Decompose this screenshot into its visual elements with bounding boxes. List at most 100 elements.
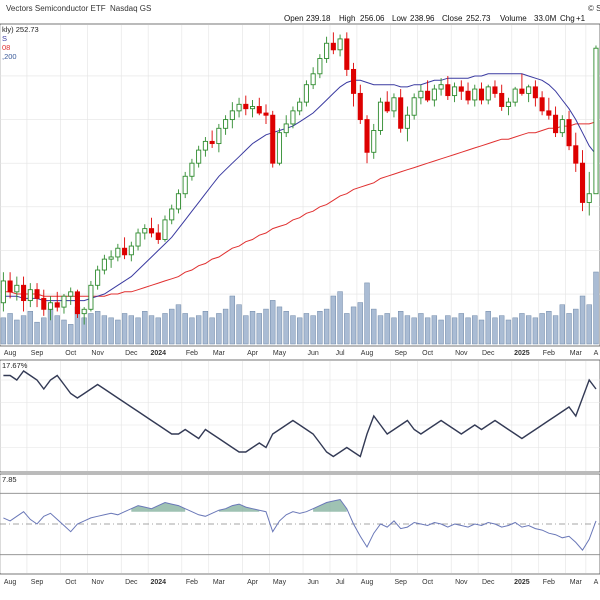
x-axis-label: Sep (394, 350, 407, 357)
open-value: 239.18 (306, 14, 331, 23)
candlestick (54, 291, 60, 312)
candle-body (256, 106, 262, 114)
candlestick (452, 82, 458, 103)
x-axis-label: Feb (186, 350, 198, 357)
candlestick (27, 283, 33, 308)
candle-body (216, 127, 222, 145)
volume-bar (0, 317, 7, 345)
candle-body (593, 47, 599, 195)
candlestick (270, 110, 276, 168)
candle-body (21, 284, 27, 302)
volume-bar (391, 317, 397, 345)
candle-body (47, 302, 54, 310)
candle-body (175, 193, 181, 210)
candle-body (546, 110, 552, 116)
candlestick (41, 289, 47, 316)
price-panel-frame (0, 23, 600, 347)
candlestick (236, 97, 242, 118)
candle-body (81, 308, 87, 315)
volume-bar (189, 317, 195, 345)
x-axis-label: Oct (422, 350, 433, 357)
candle-body (337, 38, 343, 51)
candle-body (182, 175, 188, 195)
x-axis-label: Jul (336, 579, 345, 586)
volume-bar (34, 321, 40, 345)
candlestick (512, 86, 518, 107)
volume-bar (175, 304, 182, 345)
x-axis-label: May (273, 579, 287, 586)
volume-bar (155, 317, 161, 345)
candlestick (128, 241, 134, 262)
volume-bar (101, 315, 108, 345)
x-axis-label: 2025 (514, 579, 530, 586)
candlestick (579, 150, 586, 212)
candlestick (263, 104, 269, 124)
candle-body (236, 103, 242, 112)
candlestick (216, 123, 222, 153)
chg-label: Chg (560, 14, 575, 23)
candlestick (344, 32, 350, 76)
candle-body (573, 145, 579, 164)
candlestick (68, 287, 74, 305)
volume-bar (108, 317, 114, 345)
candlestick (175, 189, 181, 214)
x-axis-label: Feb (543, 579, 555, 586)
candle-body (438, 84, 444, 90)
volume-bar (532, 317, 539, 345)
candlestick (425, 80, 431, 103)
candlestick (256, 97, 262, 116)
price-gridlines (0, 25, 600, 345)
candle-body (559, 119, 565, 134)
volume-bar (7, 313, 13, 345)
candlestick (297, 97, 303, 116)
candle-body (27, 289, 33, 302)
high-label: High (339, 14, 355, 23)
volume-bar (371, 308, 377, 345)
candle-body (135, 232, 141, 247)
candle-body (209, 140, 215, 145)
candle-body (357, 92, 363, 121)
candlestick (229, 102, 235, 129)
candlestick (593, 45, 599, 195)
candle-body (492, 86, 498, 94)
candle-body (108, 256, 114, 260)
candle-body (276, 132, 283, 164)
volume-bar (249, 311, 256, 345)
volume-bar (519, 313, 525, 345)
volume-bar (61, 319, 67, 345)
volume-bar (404, 315, 411, 345)
candle-body (472, 88, 478, 101)
candle-body (68, 291, 74, 297)
candlestick (95, 265, 101, 290)
volume-bar (20, 315, 27, 345)
volume-bar (512, 317, 518, 345)
volume-bar (451, 317, 458, 345)
candlestick (47, 296, 54, 321)
chart-header: Vectors Semiconductor ETF Nasdaq GS © S … (6, 4, 600, 23)
volume-bar (88, 313, 94, 345)
candlestick (61, 294, 67, 314)
candle-body (310, 73, 316, 86)
candle-body (202, 140, 208, 151)
volume-bar (485, 311, 491, 345)
candle-body (478, 88, 485, 101)
x-axis-label: Dec (482, 350, 495, 357)
candlestick (81, 307, 87, 325)
candlestick (196, 145, 202, 168)
candle-body (270, 114, 276, 164)
volume-bar (478, 319, 485, 345)
candle-body (505, 101, 511, 107)
candle-body (465, 90, 471, 101)
candle-body (391, 97, 397, 112)
candle-body (539, 97, 545, 112)
x-axis-label: Aug (361, 350, 374, 357)
x-axis-label: Feb (186, 579, 198, 586)
volume-bar (546, 311, 552, 345)
candle-body (155, 232, 161, 240)
x-axis-label: Sep (394, 579, 407, 586)
candle-body (566, 119, 572, 147)
price-legend: kly) 252.73 S 08 ,200 (2, 25, 39, 61)
candle-body (243, 103, 249, 110)
exchange-label: Nasdaq GS (110, 4, 151, 13)
indicator2-fill-area (218, 504, 260, 512)
